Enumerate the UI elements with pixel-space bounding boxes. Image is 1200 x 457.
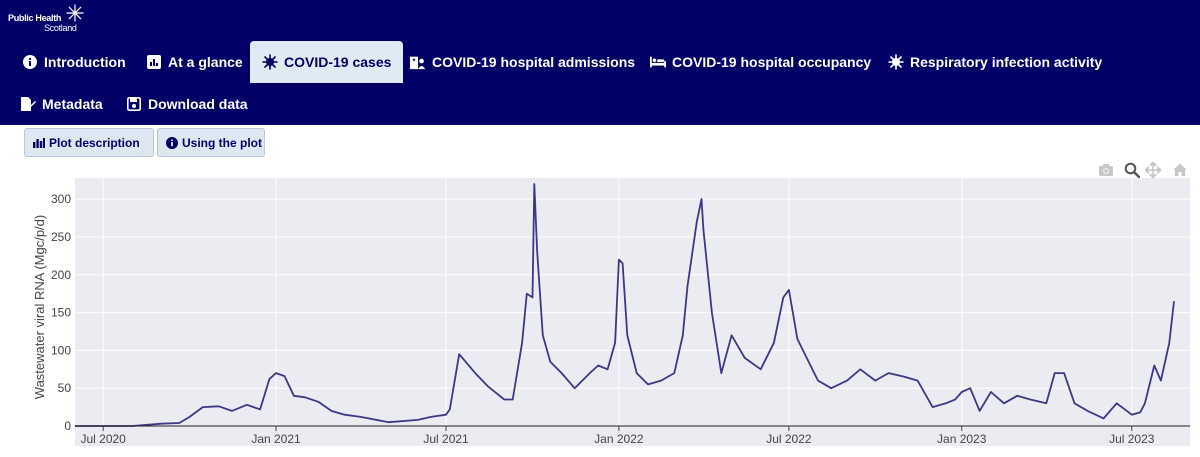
- home-icon[interactable]: [1172, 162, 1188, 178]
- x-tick-label: Jan 2021: [251, 432, 301, 446]
- plot-description-label: Plot description: [49, 135, 140, 150]
- tab-covid-cases[interactable]: COVID-19 cases: [250, 41, 404, 83]
- y-tick-label: 0: [64, 419, 71, 433]
- bar-chart-icon: [33, 137, 45, 148]
- chart-square-icon: [146, 54, 162, 70]
- tab-covid-cases-label: COVID-19 cases: [284, 54, 392, 70]
- x-tick-label: Jul 2022: [766, 432, 812, 446]
- x-tick-label: Jan 2023: [937, 432, 987, 446]
- logo-line1: Public Health: [8, 13, 62, 23]
- tab-at-a-glance[interactable]: At a glance: [134, 41, 255, 83]
- y-axis-title: Wastewater viral RNA (Mgc/p/d): [32, 215, 47, 399]
- camera-icon[interactable]: [1098, 162, 1114, 178]
- y-axis-ticks: 0 50 100 150 200 250 300: [51, 192, 71, 433]
- y-tick-label: 200: [51, 268, 71, 282]
- x-tick-label: Jul 2020: [80, 432, 126, 446]
- y-tick-label: 300: [51, 192, 71, 206]
- app-header: Public Health Scotland Introduction At a…: [0, 0, 1200, 125]
- tab-hospital-occupancy-label: COVID-19 hospital occupancy: [672, 54, 872, 70]
- series-line: [75, 183, 1175, 427]
- zoom-icon[interactable]: [1124, 162, 1140, 178]
- y-tick-label: 50: [58, 381, 72, 395]
- x-tick-label: Jan 2022: [594, 432, 644, 446]
- tab-metadata[interactable]: Metadata: [8, 83, 115, 125]
- y-tick-label: 100: [51, 343, 71, 357]
- tab-at-a-glance-label: At a glance: [168, 54, 243, 70]
- floppy-disk-icon: [126, 96, 142, 112]
- tab-hospital-admissions-label: COVID-19 hospital admissions: [432, 54, 636, 70]
- virus-icon: [888, 54, 904, 70]
- info-circle-icon: [22, 54, 38, 70]
- using-the-plot-label: Using the plot: [182, 135, 262, 150]
- logo-star-icon: [66, 4, 84, 22]
- tab-introduction-label: Introduction: [44, 54, 126, 70]
- tab-metadata-label: Metadata: [42, 96, 103, 112]
- y-tick-label: 150: [51, 306, 71, 320]
- tab-respiratory-activity-label: Respiratory infection activity: [910, 54, 1103, 70]
- tab-hospital-occupancy[interactable]: COVID-19 hospital occupancy: [638, 41, 883, 83]
- tab-hospital-admissions[interactable]: COVID-19 hospital admissions: [398, 41, 647, 83]
- tab-respiratory-activity[interactable]: Respiratory infection activity: [876, 41, 1114, 83]
- pan-icon[interactable]: [1145, 162, 1161, 178]
- public-health-scotland-logo: Public Health Scotland: [8, 4, 88, 36]
- virus-icon: [262, 54, 278, 70]
- tab-download-data-label: Download data: [148, 96, 248, 112]
- x-tick-label: Jul 2021: [423, 432, 469, 446]
- x-tick-label: Jul 2023: [1109, 432, 1155, 446]
- gridlines: [75, 178, 1190, 426]
- tab-introduction[interactable]: Introduction: [10, 41, 138, 83]
- y-tick-label: 250: [51, 230, 71, 244]
- hospital-user-icon: [410, 54, 426, 70]
- plot-description-button[interactable]: Plot description: [24, 128, 154, 157]
- file-signature-icon: [20, 96, 36, 112]
- logo-line2: Scotland: [44, 23, 77, 33]
- plot-area[interactable]: [75, 178, 1190, 446]
- tab-download-data[interactable]: Download data: [114, 83, 260, 125]
- info-circle-icon: [166, 136, 178, 149]
- using-the-plot-button[interactable]: Using the plot: [157, 128, 265, 157]
- bed-icon: [650, 54, 666, 70]
- x-axis-ticks: Jul 2020 Jan 2021 Jul 2021 Jan 2022 Jul 2022…: [80, 426, 1155, 446]
